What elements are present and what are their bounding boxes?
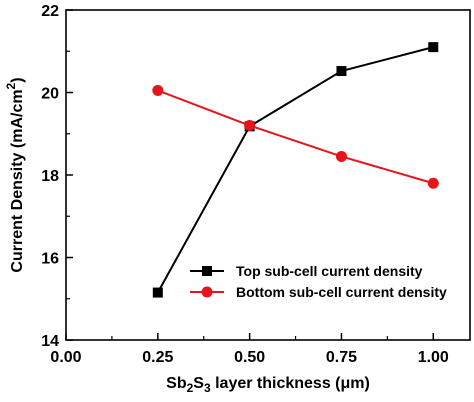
- series-layer: [152, 42, 439, 298]
- data-point-square: [152, 287, 163, 298]
- y-axis-title: Current Density (mA/cm2): [4, 77, 26, 272]
- y-tick-label: 22: [41, 3, 59, 20]
- legend: Top sub-cell current density Bottom sub-…: [190, 263, 447, 300]
- y-tick-label: 16: [41, 251, 59, 268]
- legend-label-top: Top sub-cell current density: [236, 263, 423, 279]
- y-axis-ticks: 14 16 18 20 22: [41, 3, 73, 350]
- data-point-circle: [152, 84, 164, 96]
- y-tick-label: 14: [41, 333, 59, 350]
- y-tick-label: 18: [41, 168, 59, 185]
- data-point-circle: [335, 150, 347, 162]
- legend-label-bottom: Bottom sub-cell current density: [236, 284, 447, 300]
- x-axis-title: Sb2S3 layer thickness (μm): [166, 375, 370, 395]
- x-axis-ticks: 0.00 0.25 0.50 0.75 1.00: [50, 333, 449, 366]
- data-point-square: [428, 42, 439, 53]
- x-tick-label: 0.00: [50, 349, 81, 366]
- legend-marker-bottom: [201, 286, 213, 298]
- series-line-0: [156, 46, 434, 294]
- x-tick-label: 1.00: [418, 349, 449, 366]
- x-tick-label: 0.25: [142, 349, 173, 366]
- x-tick-label: 0.50: [234, 349, 265, 366]
- data-point-circle: [427, 177, 439, 189]
- data-point-square: [336, 66, 347, 77]
- data-point-circle: [244, 120, 256, 131]
- series-line-1: [157, 89, 434, 185]
- legend-marker-top: [202, 266, 212, 276]
- y-tick-label: 20: [41, 86, 59, 103]
- x-tick-label: 0.75: [326, 349, 357, 366]
